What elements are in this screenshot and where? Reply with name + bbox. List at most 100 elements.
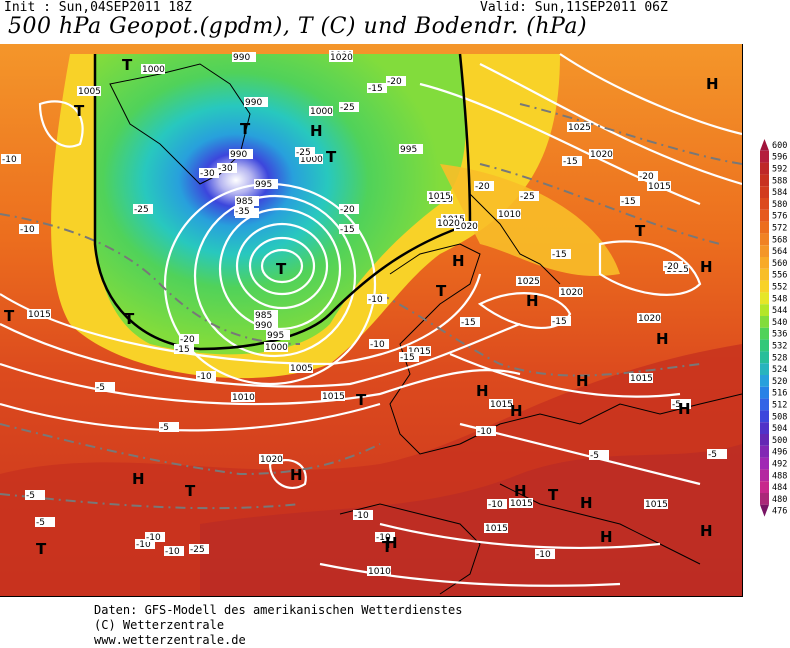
high-pressure-symbol: H <box>132 470 145 488</box>
temperature-label: -5 <box>590 451 599 461</box>
legend-value: 496 <box>772 448 787 458</box>
low-pressure-symbol: T <box>548 486 559 504</box>
temperature-label: -10 <box>20 225 35 235</box>
pressure-label-bg <box>637 313 661 323</box>
pressure-label: 1015 <box>510 499 533 509</box>
pressure-label-bg <box>629 373 653 383</box>
pressure-label-bg <box>399 144 423 154</box>
temperature-label: -10 <box>146 533 161 543</box>
high-pressure-symbol: H <box>476 382 489 400</box>
low-pressure-symbol: T <box>635 222 646 240</box>
pressure-label-bg <box>259 454 283 464</box>
pressure-label-bg <box>407 346 431 356</box>
pressure-label: 1015 <box>28 310 51 320</box>
pressure-label-bg <box>235 196 259 206</box>
legend-swatch <box>760 422 769 434</box>
pressure-label-bg <box>231 392 255 402</box>
pressure-label-bg <box>436 218 460 228</box>
temperature-label-bg <box>19 224 39 234</box>
pressure-label-bg <box>427 191 451 201</box>
pressure-label: 1020 <box>260 455 283 465</box>
legend-value: 592 <box>772 165 787 175</box>
legend-value: 584 <box>772 188 787 198</box>
pressure-label-bg <box>559 287 583 297</box>
pressure-label: 1005 <box>78 87 101 97</box>
legend-swatch <box>760 162 769 175</box>
legend-value: 488 <box>772 471 787 481</box>
pressure-label-bg <box>489 399 513 409</box>
pressure-label-bg <box>321 391 345 401</box>
legend-value: 564 <box>772 247 787 257</box>
legend-value: 544 <box>772 306 787 316</box>
pressure-label: 1000 <box>142 65 165 75</box>
temperature-label: -25 <box>134 205 149 215</box>
pressure-label: 1020 <box>455 222 478 232</box>
low-pressure-symbol: T <box>36 540 47 558</box>
pressure-label-bg <box>141 64 165 74</box>
legend-value: 476 <box>772 507 787 517</box>
temperature-label-bg <box>551 316 571 326</box>
temperature-label: -20 <box>340 205 355 215</box>
high-pressure-symbol: H <box>700 522 713 540</box>
pressure-label: 1005 <box>290 364 313 374</box>
low-pressure-symbol: T <box>122 56 133 74</box>
pressure-label: 1010 <box>232 393 255 403</box>
legend-swatch <box>760 493 769 505</box>
temperature-label-bg <box>620 196 640 206</box>
legend-value: 600 <box>772 141 787 151</box>
temperature-label: -5 <box>672 400 681 410</box>
temperature-label-bg <box>375 532 395 542</box>
low-pressure-symbol: T <box>326 148 337 166</box>
pressure-label: 1010 <box>498 210 521 220</box>
legend-swatch <box>760 457 769 470</box>
legend-value: 524 <box>772 365 787 375</box>
footer-copyright-line: (C) Wetterzentrale <box>94 618 225 632</box>
isotherms <box>0 103 742 510</box>
temperature-label-bg <box>179 334 199 344</box>
temperature-label: -25 <box>190 545 205 555</box>
legend-swatch <box>760 292 769 305</box>
legend-swatch <box>760 174 769 187</box>
high-pressure-symbol: H <box>290 466 303 484</box>
high-pressure-symbol: H <box>700 258 713 276</box>
legend-value: 508 <box>772 412 787 422</box>
temperature-label: -20 <box>387 77 402 87</box>
low-pressure-symbol: T <box>240 120 251 138</box>
temperature-label-bg <box>174 344 194 354</box>
pressure-label-bg <box>567 122 591 132</box>
legend-swatch <box>760 268 769 281</box>
legend-value: 596 <box>772 153 787 163</box>
contour-552 <box>93 53 472 351</box>
temperature-label: -10 <box>488 500 503 510</box>
legend-swatch <box>760 209 769 222</box>
legend-swatch <box>760 257 769 269</box>
pressure-label: 990 <box>245 98 262 108</box>
temperature-label-bg <box>535 549 555 559</box>
pressure-label-bg <box>254 320 278 330</box>
temperature-label: -10 <box>136 540 151 550</box>
temperature-label: -5 <box>96 383 105 393</box>
temperature-label: -20 <box>664 262 679 272</box>
valid-time-label: Valid: Sun,11SEP2011 06Z <box>480 0 668 15</box>
temperature-label-bg <box>707 449 727 459</box>
footer-url-link[interactable]: www.wetterzentrale.de <box>94 633 246 647</box>
pressure-label-bg <box>644 499 668 509</box>
map-title: 500 hPa Geopot.(gpdm), T (C) und Bodendr… <box>8 14 588 39</box>
pressure-label: 1020 <box>437 219 460 229</box>
color-legend: 600 596 592 588 584 580 576 572 568 564 560 556 552 5… <box>756 133 790 522</box>
weather-map[interactable]: 9901000100099099099510001000995985980985… <box>0 44 743 597</box>
temperature-label-bg <box>474 181 494 191</box>
temperature-label: -10 <box>165 547 180 557</box>
temperature-label-bg <box>353 510 373 520</box>
legend-value: 540 <box>772 318 787 328</box>
pressure-label: 1015 <box>485 524 508 534</box>
pressure-label: 995 <box>255 180 272 190</box>
temperature-label-bg <box>367 294 387 304</box>
temperature-label-bg <box>295 147 315 157</box>
temperature-label: -10 <box>197 372 212 382</box>
temperature-label: -15 <box>552 250 567 260</box>
pressure-label: 1020 <box>638 314 661 324</box>
legend-swatch <box>760 386 769 399</box>
high-pressure-symbol: H <box>576 372 589 390</box>
high-pressure-symbol: H <box>656 330 669 348</box>
